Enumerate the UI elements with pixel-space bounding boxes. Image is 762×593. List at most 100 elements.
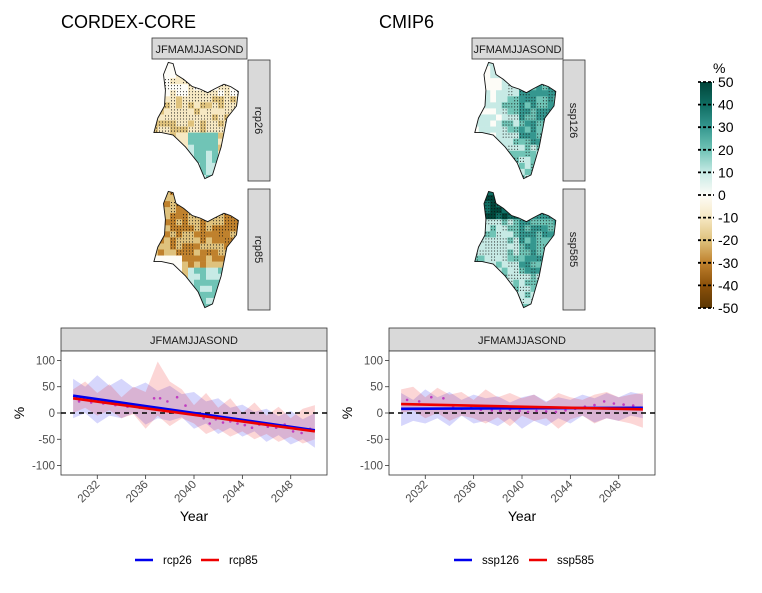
- map-cell: [484, 297, 491, 305]
- map-stipple-dot: [173, 223, 176, 225]
- map-stipple-dot: [496, 223, 498, 225]
- map-stipple-dot: [557, 263, 558, 264]
- map-stipple-dot: [531, 250, 533, 252]
- map-stipple-dot: [200, 192, 203, 195]
- map-stipple-dot: [505, 133, 507, 135]
- map-stipple-dot: [519, 202, 521, 204]
- map-stipple-dot: [179, 94, 182, 96]
- map-stipple-dot: [218, 91, 221, 93]
- map-stipple-dot: [200, 127, 203, 129]
- map-stipple-dot: [494, 214, 496, 216]
- map-stipple-dot: [185, 115, 188, 117]
- cordex-scenario-label-2: rcp85: [252, 236, 264, 264]
- map-cell: [230, 168, 237, 176]
- map-stipple-dot: [540, 256, 542, 258]
- map-cell: [164, 84, 171, 91]
- map-cell: [182, 225, 189, 232]
- map-cell: [501, 201, 508, 208]
- map-stipple-dot: [170, 226, 173, 228]
- map-cell: [218, 291, 225, 299]
- map-cell: [170, 213, 177, 220]
- map-cell: [170, 84, 177, 91]
- map-cell: [212, 201, 219, 208]
- map-cell: [501, 285, 508, 293]
- map-stipple-dot: [519, 205, 521, 207]
- map-stipple-dot: [483, 308, 484, 309]
- map-stipple-dot: [537, 163, 539, 165]
- map-stipple-dot: [508, 283, 510, 285]
- map-cell: [200, 150, 207, 158]
- map-stipple-dot: [508, 226, 510, 228]
- map-stipple-dot: [540, 112, 542, 114]
- map-stipple-dot: [496, 235, 498, 237]
- map-cell: [547, 126, 554, 133]
- map-stipple-dot: [176, 85, 179, 87]
- map-cell: [170, 174, 177, 179]
- map-stipple-dot: [514, 115, 516, 117]
- map-stipple-dot: [545, 63, 547, 66]
- map-stipple-dot: [155, 94, 158, 96]
- map-cell: [236, 303, 239, 308]
- map-stipple-dot: [164, 82, 167, 84]
- map-cell: [490, 249, 497, 256]
- map-stipple-dot: [158, 100, 161, 102]
- map-cell: [218, 267, 225, 274]
- map-stipple-dot: [525, 265, 527, 267]
- map-stipple-dot: [209, 85, 212, 87]
- map-cell: [484, 207, 491, 214]
- map-stipple-dot: [528, 109, 530, 111]
- map-stipple-dot: [203, 208, 206, 210]
- map-stipple-dot: [557, 64, 558, 65]
- map-stipple-dot: [236, 214, 239, 216]
- map-stipple-dot: [525, 280, 527, 282]
- map-stipple-dot: [557, 173, 558, 174]
- map-stipple-dot: [200, 115, 203, 117]
- map-cell: [153, 231, 159, 238]
- map-stipple-dot: [525, 82, 527, 84]
- map-stipple-dot: [188, 196, 191, 198]
- data-point: [405, 398, 409, 402]
- map-cell: [153, 285, 159, 293]
- map-stipple-dot: [554, 157, 556, 159]
- map-cell: [474, 191, 480, 196]
- map-stipple-dot: [551, 289, 553, 291]
- map-stipple-dot: [496, 283, 498, 285]
- map-stipple-dot: [206, 253, 209, 255]
- map-stipple-dot: [551, 94, 553, 96]
- map-cell: [501, 291, 508, 299]
- map-cell: [484, 174, 491, 179]
- map-cell: [212, 285, 219, 293]
- map-cell: [536, 237, 543, 244]
- map-cell: [484, 213, 491, 220]
- map-cell: [212, 303, 219, 308]
- map-stipple-dot: [514, 271, 516, 273]
- map-stipple-dot: [545, 145, 547, 147]
- map-stipple-dot: [499, 286, 501, 288]
- map-cell: [206, 72, 213, 79]
- map-stipple-dot: [557, 208, 558, 209]
- map-cell: [542, 261, 549, 268]
- map-stipple-dot: [531, 208, 533, 210]
- map-stipple-dot: [519, 67, 521, 69]
- map-stipple-dot: [522, 223, 524, 225]
- map-cell: [242, 262, 248, 268]
- map-cell: [236, 285, 239, 293]
- map-stipple-dot: [537, 301, 539, 303]
- map-cell: [501, 191, 508, 196]
- map-cell: [478, 273, 485, 281]
- map-stipple-dot: [545, 109, 547, 111]
- map-cell: [188, 126, 195, 133]
- map-stipple-dot: [188, 85, 191, 87]
- map-stipple-dot: [182, 250, 185, 252]
- map-stipple-dot: [164, 127, 167, 129]
- map-cell: [536, 162, 543, 170]
- map-stipple-dot: [517, 130, 519, 132]
- map-cell: [501, 249, 508, 256]
- map-cell: [224, 261, 231, 268]
- map-stipple-dot: [474, 223, 475, 225]
- map-cell: [170, 279, 177, 287]
- map-stipple-dot: [188, 192, 191, 195]
- map-cell: [218, 138, 225, 145]
- map-stipple-dot: [545, 280, 547, 282]
- map-stipple-dot: [551, 85, 553, 87]
